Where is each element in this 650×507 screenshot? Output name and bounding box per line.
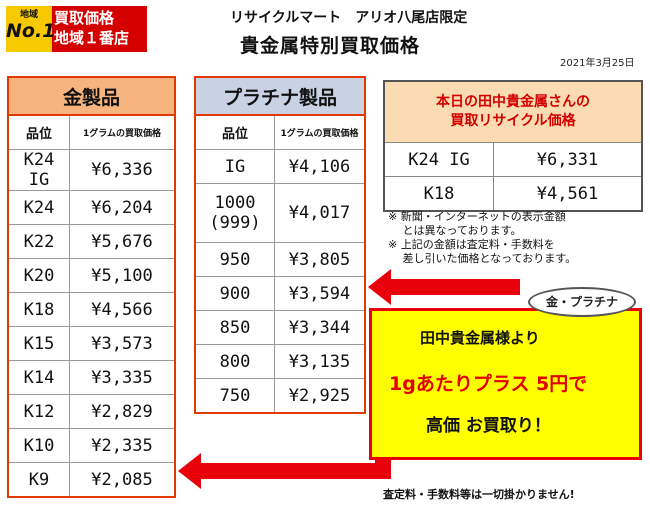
grade-cell: K15 bbox=[7, 326, 70, 361]
grade-cell: K10 bbox=[7, 428, 70, 463]
price-cell: ¥6,204 bbox=[69, 190, 176, 225]
grade-line2: (999) bbox=[209, 213, 261, 233]
table-row: IG ¥4,106 bbox=[194, 149, 366, 184]
table-row: 900 ¥3,594 bbox=[194, 276, 366, 311]
grade-cell: K18 bbox=[383, 176, 494, 212]
date-label: 2021年3月25日 bbox=[560, 58, 635, 69]
tanaka-today-table: 本日の田中貴金属さんの 買取リサイクル価格 K24 IG ¥6,331 K18 ¥4… bbox=[383, 80, 643, 212]
grade-cell: K9 bbox=[7, 462, 70, 498]
price-cell: ¥5,676 bbox=[69, 224, 176, 259]
price-cell: ¥2,925 bbox=[274, 378, 366, 414]
table-row: 800 ¥3,135 bbox=[194, 344, 366, 379]
note-line: ※ 新聞・インターネットの表示金額 bbox=[388, 210, 566, 223]
gold-price-table: 金製品 品位 1グラムの買取価格 K24 IG ¥6,336 K24 ¥6,204 … bbox=[7, 76, 176, 498]
badge-line1: 買取価格 bbox=[54, 9, 115, 27]
table-row: K22 ¥5,676 bbox=[7, 224, 176, 259]
badge-text: 買取価格 地域１番店 bbox=[54, 8, 129, 48]
grade-cell: 1000 (999) bbox=[194, 183, 275, 243]
badge-small-text: 地域 bbox=[19, 10, 38, 20]
gold-table-title: 金製品 bbox=[7, 76, 176, 116]
grade-cell: K24 IG bbox=[7, 149, 70, 191]
grade-cell: IG bbox=[194, 149, 275, 184]
table-row: K18 ¥4,561 bbox=[383, 176, 643, 212]
table-row: K24 IG ¥6,336 bbox=[7, 149, 176, 191]
grade-cell: K14 bbox=[7, 360, 70, 395]
arrow-to-gold-icon bbox=[178, 453, 391, 489]
grade-cell: 850 bbox=[194, 310, 275, 345]
note-line: 差し引いた価格となっております。 bbox=[388, 252, 577, 265]
platinum-col-grade: 品位 bbox=[194, 114, 275, 150]
table-row: K24 IG ¥6,331 bbox=[383, 142, 643, 177]
tanaka-today-title: 本日の田中貴金属さんの 買取リサイクル価格 bbox=[383, 80, 643, 143]
store-name: リサイクルマート アリオ八尾店限定 bbox=[230, 10, 468, 26]
grade-cell: 800 bbox=[194, 344, 275, 379]
table-row: 750 ¥2,925 bbox=[194, 378, 366, 414]
table-row: K12 ¥2,829 bbox=[7, 394, 176, 429]
price-cell: ¥3,805 bbox=[274, 242, 366, 277]
tanaka-title-line2: 買取リサイクル価格 bbox=[450, 113, 576, 129]
platinum-table-title: プラチナ製品 bbox=[194, 76, 366, 116]
grade-line1: 1000 bbox=[214, 193, 256, 213]
tanaka-title-line1: 本日の田中貴金属さんの bbox=[436, 94, 590, 110]
table-row: K18 ¥4,566 bbox=[7, 292, 176, 327]
table-row: K10 ¥2,335 bbox=[7, 428, 176, 463]
promo-line1: 田中貴金属様より bbox=[420, 329, 540, 347]
grade-cell: K22 bbox=[7, 224, 70, 259]
price-cell: ¥6,336 bbox=[69, 149, 176, 191]
platinum-col-price: 1グラムの買取価格 bbox=[274, 114, 366, 150]
table-row: 950 ¥3,805 bbox=[194, 242, 366, 277]
price-cell: ¥3,344 bbox=[274, 310, 366, 345]
price-cell: ¥4,017 bbox=[274, 183, 366, 243]
note-line: ※ 上記の金額は査定料・手数料を bbox=[388, 238, 555, 251]
table-row: 850 ¥3,344 bbox=[194, 310, 366, 345]
price-cell: ¥2,829 bbox=[69, 394, 176, 429]
footer-note: 査定料・手数料等は一切掛かりません! bbox=[383, 488, 575, 501]
no1-emblem: 地域 No.1 bbox=[6, 6, 56, 52]
price-cell: ¥2,335 bbox=[69, 428, 176, 463]
grade-cell: 750 bbox=[194, 378, 275, 414]
table-row: K9 ¥2,085 bbox=[7, 462, 176, 498]
price-cell: ¥6,331 bbox=[493, 142, 643, 177]
promo-bubble: 金・プラチナ bbox=[528, 287, 636, 317]
notes: ※ 新聞・インターネットの表示金額 とは異なっております。 ※ 上記の金額は査定… bbox=[388, 210, 576, 266]
price-cell: ¥3,594 bbox=[274, 276, 366, 311]
table-row: 1000 (999) ¥4,017 bbox=[194, 183, 366, 243]
price-cell: ¥3,335 bbox=[69, 360, 176, 395]
price-cell: ¥4,561 bbox=[493, 176, 643, 212]
price-cell: ¥2,085 bbox=[69, 462, 176, 498]
arrow-to-platinum-icon bbox=[368, 269, 520, 305]
promo-line2: 1gあたりプラス 5円で bbox=[389, 373, 588, 395]
grade-cell: K24 IG bbox=[383, 142, 494, 177]
badge-line2: 地域１番店 bbox=[54, 29, 130, 47]
table-row: K14 ¥3,335 bbox=[7, 360, 176, 395]
price-cell: ¥4,566 bbox=[69, 292, 176, 327]
badge-no1-text: No.1 bbox=[6, 20, 56, 42]
price-cell: ¥5,100 bbox=[69, 258, 176, 293]
promo-line3: 高価 お買取り！ bbox=[426, 416, 551, 436]
price-cell: ¥3,135 bbox=[274, 344, 366, 379]
promo-box bbox=[369, 308, 642, 460]
note-line: とは異なっております。 bbox=[388, 224, 522, 237]
page-title: 貴金属特別買取価格 bbox=[240, 35, 421, 57]
platinum-price-table: プラチナ製品 品位 1グラムの買取価格 IG ¥4,106 1000 (999) ¥… bbox=[194, 76, 366, 414]
